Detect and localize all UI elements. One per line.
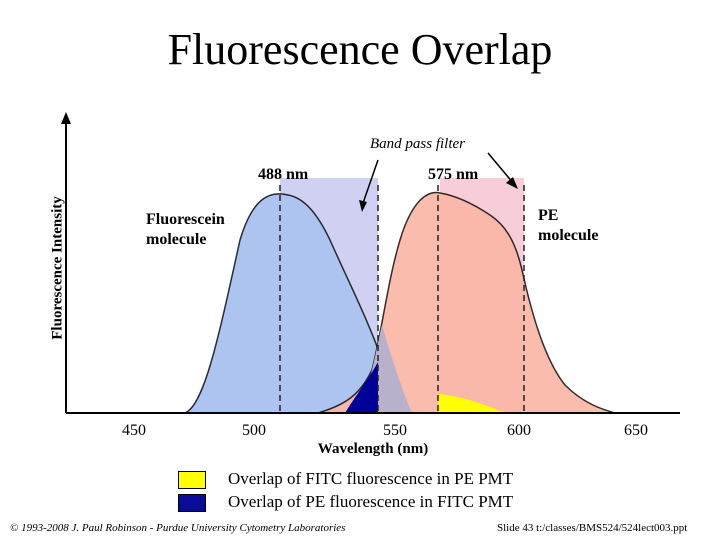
footer-copyright: © 1993-2008 J. Paul Robinson - Purdue Un… [10,522,346,534]
legend-label: Overlap of PE fluorescence in FITC PMT [228,492,514,511]
peak-label-575: 575 nm [428,166,479,183]
filter-arrow-left [361,159,379,207]
legend-swatch-yellow [178,471,206,489]
x-tick-label: 550 [383,422,407,439]
peak-label-488: 488 nm [258,166,309,183]
x-tick-label: 500 [242,422,266,439]
legend-label: Overlap of FITC fluorescence in PE PMT [228,469,514,488]
footer-slide-info: Slide 43 t:/classes/BMS524/524lect003.pp… [497,522,688,534]
fluorescein-label: Fluorescein molecule [146,211,225,248]
x-tick-label: 450 [122,422,146,439]
x-axis-label: Wavelength (nm) [317,441,429,457]
fitc-in-pe-overlap [438,394,505,413]
pe-in-fitc-overlap [345,362,378,413]
x-tick-label: 600 [507,422,531,439]
y-axis-label: Fluorescence Intensity [49,196,66,340]
pe-curve [317,191,616,414]
pe-label: PE molecule [538,207,599,244]
legend-swatch-blue [178,494,206,512]
slide-title: Fluorescence Overlap [167,25,553,74]
filter-arrow-right [487,152,515,185]
band-pass-filter-label: Band pass filter [370,136,466,152]
y-axis-arrowhead [61,112,71,124]
x-tick-label: 650 [624,422,648,439]
